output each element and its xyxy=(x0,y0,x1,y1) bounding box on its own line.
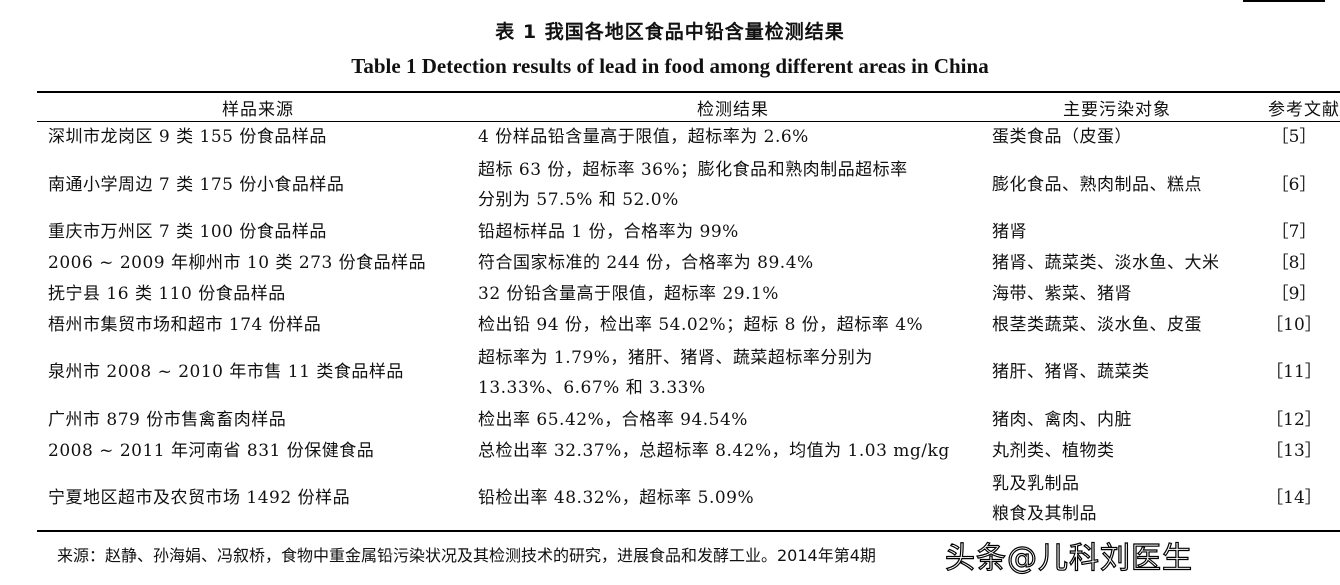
cell-target: 猪肾 xyxy=(992,222,1027,242)
table-header-row: 样品来源 检测结果 主要污染对象 参考文献 xyxy=(37,91,1340,122)
cell-reference: ［9］ xyxy=(1271,284,1317,304)
cell-source: 2008 ~ 2011 年河南省 831 份保健食品 xyxy=(48,441,375,461)
cell-reference: ［8］ xyxy=(1271,253,1317,273)
cell-result: 超标率为 1.79%，猪肝、猪肾、蔬菜超标率分别为 13.33%、6.67% 和… xyxy=(468,341,988,404)
table-row: 宁夏地区超市及农贸市场 1492 份样品 铅检出率 48.32%，超标率 5.0… xyxy=(37,467,1340,532)
cell-reference: ［11］ xyxy=(1266,362,1322,382)
cell-result: 检出铅 94 份，检出率 54.02%；超标 8 份，超标率 4% xyxy=(478,315,924,335)
table-row: 泉州市 2008 ~ 2010 年市售 11 类食品样品 超标率为 1.79%，… xyxy=(37,341,1340,404)
cell-target: 海带、紫菜、猪肾 xyxy=(992,284,1132,304)
table-title-english: Table 1 Detection results of lead in foo… xyxy=(351,54,989,78)
cell-result: 符合国家标准的 244 份，合格率为 89.4% xyxy=(478,253,814,273)
header-sample-source: 样品来源 xyxy=(37,91,468,122)
table-row: 南通小学周边 7 类 175 份小食品样品 超标 63 份，超标率 36%；膨化… xyxy=(37,153,1340,217)
cell-result: 检出率 65.42%，合格率 94.54% xyxy=(478,409,748,430)
cell-reference: ［5］ xyxy=(1271,127,1317,147)
cell-reference: ［14］ xyxy=(1242,467,1340,532)
table-row: 重庆市万州区 7 类 100 份食品样品 铅超标样品 1 份，合格率为 99% … xyxy=(37,217,1340,248)
cell-source: 泉州市 2008 ~ 2010 年市售 11 类食品样品 xyxy=(48,362,404,382)
cell-source: 南通小学周边 7 类 175 份小食品样品 xyxy=(48,174,345,195)
watermark: 头条@儿科刘医生 xyxy=(944,540,1193,576)
target-line: 粮食及其制品 xyxy=(992,503,1097,524)
cell-source: 重庆市万州区 7 类 100 份食品样品 xyxy=(48,222,327,242)
cell-reference: ［13］ xyxy=(1266,441,1322,461)
table-row: 2006 ~ 2009 年柳州市 10 类 273 份食品样品 符合国家标准的 … xyxy=(37,248,1340,279)
cell-target: 乳及乳制品 粮食及其制品 xyxy=(988,467,1242,532)
table-row: 梧州市集贸市场和超市 174 份样品 检出铅 94 份，检出率 54.02%；超… xyxy=(37,310,1340,341)
table-row: 深圳市龙岗区 9 类 155 份食品样品 4 份样品铅含量高于限值，超标率为 2… xyxy=(37,122,1340,154)
lead-detection-table: 样品来源 检测结果 主要污染对象 参考文献 深圳市龙岗区 9 类 155 份食品… xyxy=(37,91,1340,532)
target-line: 乳及乳制品 xyxy=(992,473,1080,494)
cell-target: 膨化食品、熟肉制品、糕点 xyxy=(992,174,1202,195)
table-row: 2008 ~ 2011 年河南省 831 份保健食品 总检出率 32.37%，总… xyxy=(37,436,1340,467)
cell-target: 根茎类蔬菜、淡水鱼、皮蛋 xyxy=(992,315,1202,335)
cell-reference: ［12］ xyxy=(1266,409,1322,430)
cell-target: 丸剂类、植物类 xyxy=(992,441,1115,461)
cell-source: 梧州市集贸市场和超市 174 份样品 xyxy=(48,315,322,335)
result-line: 超标率为 1.79%，猪肝、猪肾、蔬菜超标率分别为 xyxy=(478,347,873,368)
cell-target: 猪肾、蔬菜类、淡水鱼、大米 xyxy=(992,253,1220,273)
cell-source: 深圳市龙岗区 9 类 155 份食品样品 xyxy=(48,127,327,147)
cell-source: 广州市 879 份市售禽畜肉样品 xyxy=(48,409,287,430)
cell-target: 猪肉、禽肉、内脏 xyxy=(992,409,1132,430)
cell-result: 32 份铅含量高于限值，超标率 29.1% xyxy=(478,284,779,304)
header-detection-result: 检测结果 xyxy=(468,91,988,122)
cell-result: 铅检出率 48.32%，超标率 5.09% xyxy=(468,467,988,532)
cell-result: 4 份样品铅含量高于限值，超标率为 2.6% xyxy=(478,127,809,147)
cell-source: 宁夏地区超市及农贸市场 1492 份样品 xyxy=(37,467,468,532)
cell-reference: ［10］ xyxy=(1266,315,1322,335)
result-line: 超标 63 份，超标率 36%；膨化食品和熟肉制品超标率 xyxy=(478,160,908,180)
cell-result: 超标 63 份，超标率 36%；膨化食品和熟肉制品超标率 分别为 57.5% 和… xyxy=(468,153,988,217)
cell-reference: ［7］ xyxy=(1271,222,1317,242)
cell-result: 铅超标样品 1 份，合格率为 99% xyxy=(478,222,739,242)
cell-source: 抚宁县 16 类 110 份食品样品 xyxy=(48,284,286,304)
result-line: 分别为 57.5% 和 52.0% xyxy=(478,190,679,210)
table-row: 抚宁县 16 类 110 份食品样品 32 份铅含量高于限值，超标率 29.1%… xyxy=(37,279,1340,310)
cell-reference: ［6］ xyxy=(1271,174,1317,195)
cell-result: 总检出率 32.37%，总超标率 8.42%，均值为 1.03 mg/kg xyxy=(478,441,950,461)
cell-target: 猪肝、猪肾、蔬菜类 xyxy=(992,362,1150,382)
result-line: 13.33%、6.67% 和 3.33% xyxy=(478,377,706,398)
cell-source: 2006 ~ 2009 年柳州市 10 类 273 份食品样品 xyxy=(48,253,427,273)
table-title-chinese: 表 1 我国各地区食品中铅含量检测结果 xyxy=(495,21,845,43)
table-row: 广州市 879 份市售禽畜肉样品 检出率 65.42%，合格率 94.54% 猪… xyxy=(37,404,1340,436)
corner-rule xyxy=(1243,0,1325,2)
header-reference: 参考文献 xyxy=(1242,91,1340,122)
header-main-target: 主要污染对象 xyxy=(988,91,1242,122)
source-footnote: 来源：赵静、孙海娟、冯叙桥，食物中重金属铅污染状况及其检测技术的研究，进展食品和… xyxy=(57,546,876,565)
cell-target: 蛋类食品（皮蛋） xyxy=(992,127,1132,147)
